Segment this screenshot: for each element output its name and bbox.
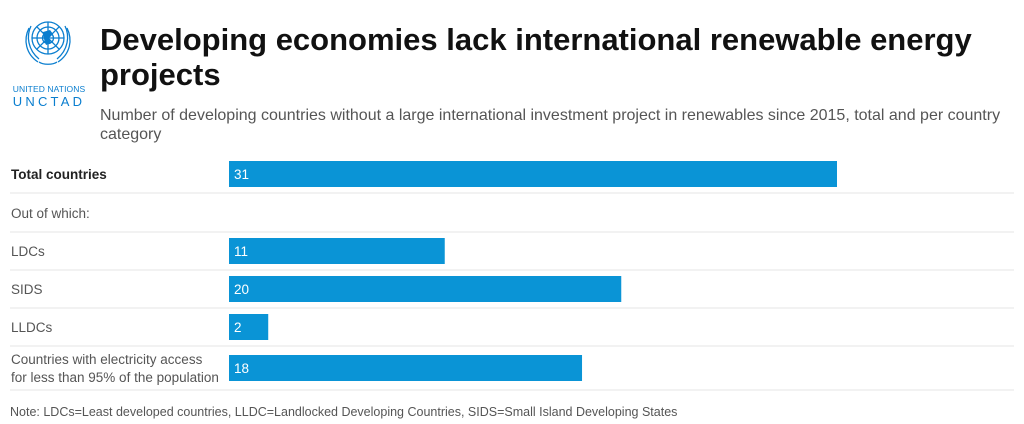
- bar-lldcs: [229, 314, 269, 340]
- category-label: Out of which:: [11, 206, 90, 221]
- bar-countries: [229, 355, 583, 381]
- bar-value-label: 18: [234, 361, 249, 376]
- unctad-logo: UNITED NATIONS UNCTAD: [6, 14, 92, 109]
- bar-value-label: 11: [234, 244, 248, 259]
- category-label: Total countries: [11, 167, 107, 182]
- logo-text-united-nations: UNITED NATIONS: [12, 84, 86, 94]
- bar-value-label: 31: [234, 167, 249, 182]
- chart-subtitle: Number of developing countries without a…: [100, 107, 1001, 143]
- category-label: LDCs: [11, 244, 45, 259]
- chart-title: Developing economies lack international …: [100, 22, 972, 92]
- category-label: Countries with electricity access for les…: [11, 352, 219, 385]
- bar-ldcs: [229, 238, 445, 264]
- chart-note: Note: LDCs=Least developed countries, LL…: [10, 405, 678, 419]
- bar-value-label: 20: [234, 282, 249, 297]
- bar-value-label: 2: [234, 320, 242, 335]
- category-label: SIDS: [11, 282, 43, 297]
- un-emblem-icon: [20, 14, 76, 70]
- category-label: LLDCs: [11, 320, 53, 335]
- logo-text-unctad: UNCTAD: [12, 94, 86, 109]
- bar-sids: [229, 276, 622, 302]
- bar-total: [229, 161, 837, 187]
